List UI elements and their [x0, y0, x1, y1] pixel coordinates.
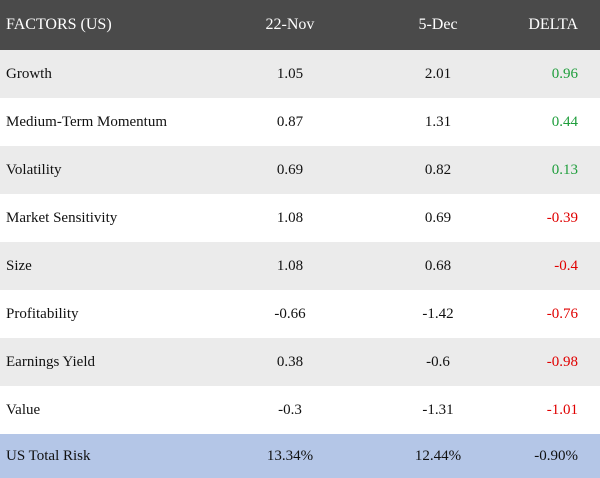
- total-label: US Total Risk: [0, 434, 200, 478]
- delta-cell: -1.01: [520, 386, 600, 434]
- value-cell: 1.08: [200, 242, 320, 290]
- value-cell: -0.66: [200, 290, 320, 338]
- factor-row: Volatility 0.69 0.82 0.13: [0, 146, 600, 194]
- value-cell: 1.31: [320, 98, 520, 146]
- value-cell: 0.69: [200, 146, 320, 194]
- delta-cell: 0.96: [520, 50, 600, 98]
- value-cell: 0.69: [320, 194, 520, 242]
- factor-row: Size 1.08 0.68 -0.4: [0, 242, 600, 290]
- column-header: DELTA: [520, 0, 600, 50]
- factor-name: Medium-Term Momentum: [0, 98, 200, 146]
- value-cell: 0.38: [200, 338, 320, 386]
- factor-row: Profitability -0.66 -1.42 -0.76: [0, 290, 600, 338]
- column-header: 22-Nov: [200, 0, 320, 50]
- delta-cell: -0.39: [520, 194, 600, 242]
- total-value: 13.34%: [200, 434, 320, 478]
- value-cell: -1.31: [320, 386, 520, 434]
- factor-row: Value -0.3 -1.31 -1.01: [0, 386, 600, 434]
- column-header: 5-Dec: [320, 0, 520, 50]
- column-header: FACTORS (US): [0, 0, 200, 50]
- factor-name: Profitability: [0, 290, 200, 338]
- factor-row: Earnings Yield 0.38 -0.6 -0.98: [0, 338, 600, 386]
- delta-cell: 0.44: [520, 98, 600, 146]
- delta-cell: -0.98: [520, 338, 600, 386]
- factor-row: Growth 1.05 2.01 0.96: [0, 50, 600, 98]
- value-cell: 0.82: [320, 146, 520, 194]
- value-cell: 1.05: [200, 50, 320, 98]
- total-value: -0.90%: [520, 434, 600, 478]
- delta-cell: 0.13: [520, 146, 600, 194]
- factor-name: Value: [0, 386, 200, 434]
- value-cell: 1.08: [200, 194, 320, 242]
- factor-name: Earnings Yield: [0, 338, 200, 386]
- value-cell: -0.3: [200, 386, 320, 434]
- value-cell: -0.6: [320, 338, 520, 386]
- factor-row: Market Sensitivity 1.08 0.69 -0.39: [0, 194, 600, 242]
- factor-name: Size: [0, 242, 200, 290]
- factor-row: Medium-Term Momentum 0.87 1.31 0.44: [0, 98, 600, 146]
- factor-name: Market Sensitivity: [0, 194, 200, 242]
- value-cell: 2.01: [320, 50, 520, 98]
- header-row: FACTORS (US) 22-Nov 5-Dec DELTA: [0, 0, 600, 50]
- value-cell: 0.87: [200, 98, 320, 146]
- total-value: 12.44%: [320, 434, 520, 478]
- factor-name: Volatility: [0, 146, 200, 194]
- total-row: US Total Risk 13.34% 12.44% -0.90%: [0, 434, 600, 478]
- factor-name: Growth: [0, 50, 200, 98]
- delta-cell: -0.76: [520, 290, 600, 338]
- delta-cell: -0.4: [520, 242, 600, 290]
- value-cell: -1.42: [320, 290, 520, 338]
- value-cell: 0.68: [320, 242, 520, 290]
